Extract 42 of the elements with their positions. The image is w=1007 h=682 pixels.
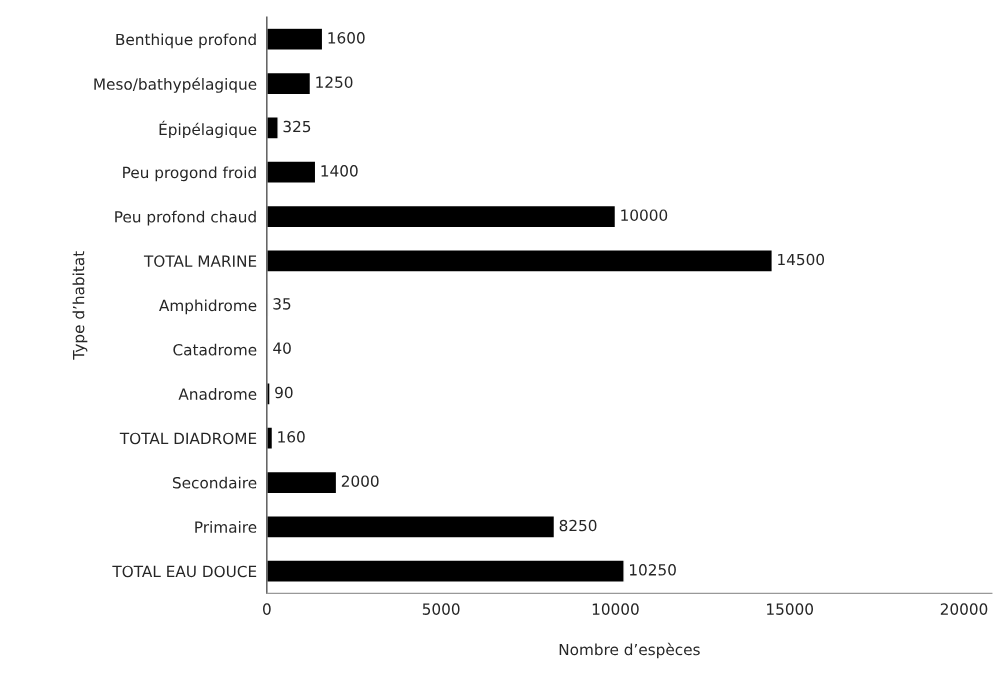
- y-tick-label: Meso/bathypélagique: [94, 77, 257, 93]
- data-label: 1250: [316, 76, 353, 88]
- y-tick-label: Primaire: [195, 521, 257, 533]
- data-label: 325: [283, 120, 311, 133]
- y-axis-title: Type d’habitat: [72, 251, 88, 360]
- data-label: 1400: [321, 165, 358, 177]
- bar: [266, 559, 625, 583]
- y-tick-label: Peu progond froid: [123, 166, 256, 182]
- data-label: 160: [278, 431, 305, 443]
- data-label: 1600: [328, 32, 365, 44]
- x-axis-title: Nombre d’espèces: [559, 642, 700, 659]
- data-label: 2000: [341, 475, 379, 487]
- y-tick-label: TOTAL EAU DOUCE: [112, 565, 257, 578]
- x-tick-label: 10000: [592, 603, 639, 615]
- bar: [266, 71, 312, 96]
- data-label: 35: [273, 298, 291, 310]
- y-tick-label: TOTAL DIADROME: [119, 432, 257, 445]
- data-label: 10000: [621, 209, 668, 221]
- data-label: 14500: [778, 253, 825, 266]
- bar: [266, 515, 556, 539]
- bar: [266, 27, 324, 51]
- y-tick-label: TOTAL MARINE: [143, 255, 257, 267]
- bar: [266, 116, 279, 140]
- y-tick-label: Catadrome: [173, 343, 257, 356]
- bar: [266, 160, 317, 184]
- x-tick-label: 20000: [940, 603, 988, 615]
- y-tick-label: Épipélagique: [159, 120, 257, 139]
- data-label: 90: [275, 386, 293, 399]
- y-tick-label: Peu profond chaud: [115, 210, 256, 226]
- y-tick-label: Secondaire: [172, 476, 257, 489]
- bar: [266, 249, 773, 273]
- data-label: 8250: [559, 519, 597, 532]
- data-label: 10250: [629, 564, 676, 576]
- y-tick-label: Amphidrome: [159, 299, 257, 315]
- data-label: 40: [273, 342, 291, 354]
- y-tick-label: Anadrome: [178, 388, 257, 400]
- bar: [266, 470, 338, 495]
- x-tick-label: 15000: [767, 603, 814, 615]
- bar: [266, 204, 617, 229]
- x-tick-label: 5000: [422, 603, 460, 615]
- y-tick-label: Benthique profond: [116, 33, 256, 49]
- x-tick-label: 0: [263, 603, 271, 615]
